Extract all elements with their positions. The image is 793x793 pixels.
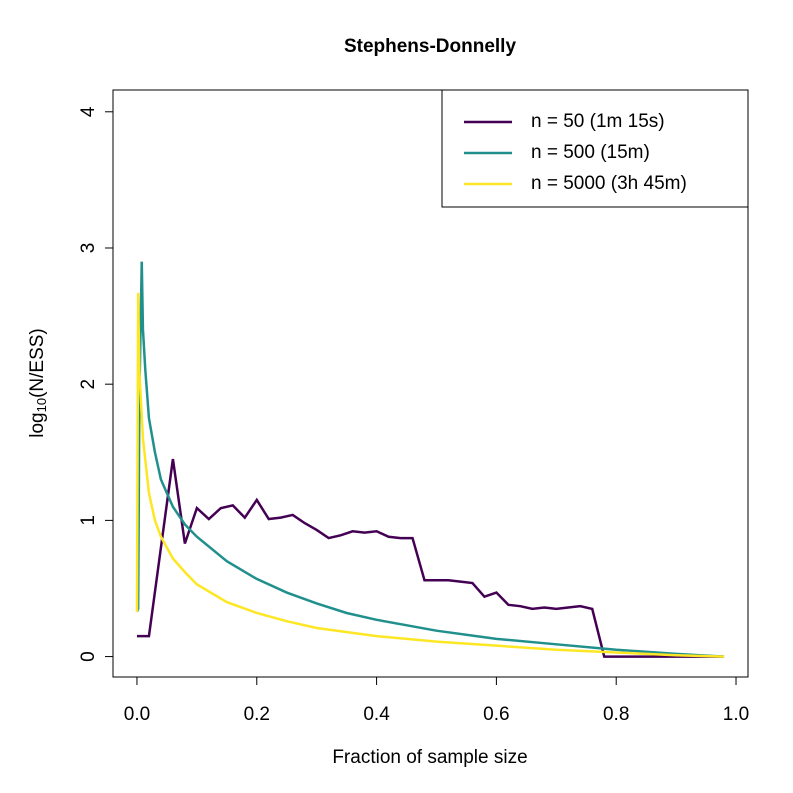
x-tick-label: 0.2 [244, 704, 270, 725]
x-tick-label: 0.0 [124, 704, 150, 725]
y-tick-label: 1 [78, 515, 99, 526]
chart-title: Stephens-Donnelly [344, 36, 517, 57]
y-label-part: (N/ESS) [27, 328, 48, 398]
y-tick-label: 2 [78, 379, 99, 390]
x-tick-label: 0.4 [363, 704, 390, 725]
y-axis-label: log10(N/ESS) [27, 328, 49, 438]
x-tick-label: 0.6 [483, 704, 509, 725]
y-label-part: log [27, 412, 48, 437]
y-tick-label: 4 [78, 106, 99, 117]
series-line [136, 458, 725, 658]
y-tick-label: 3 [78, 243, 99, 254]
series-line [135, 261, 725, 658]
series-line [135, 292, 725, 658]
y-tick-label: 0 [78, 651, 99, 662]
x-tick-label: 0.8 [603, 704, 629, 725]
legend-label: n = 5000 (3h 45m) [531, 173, 687, 194]
legend-label: n = 500 (15m) [531, 142, 650, 163]
y-label-subscript: 10 [34, 398, 49, 412]
x-axis-label: Fraction of sample size [332, 747, 527, 768]
legend-box [441, 89, 749, 208]
legend-label: n = 50 (1m 15s) [531, 111, 665, 132]
x-tick-label: 1.0 [723, 704, 749, 725]
